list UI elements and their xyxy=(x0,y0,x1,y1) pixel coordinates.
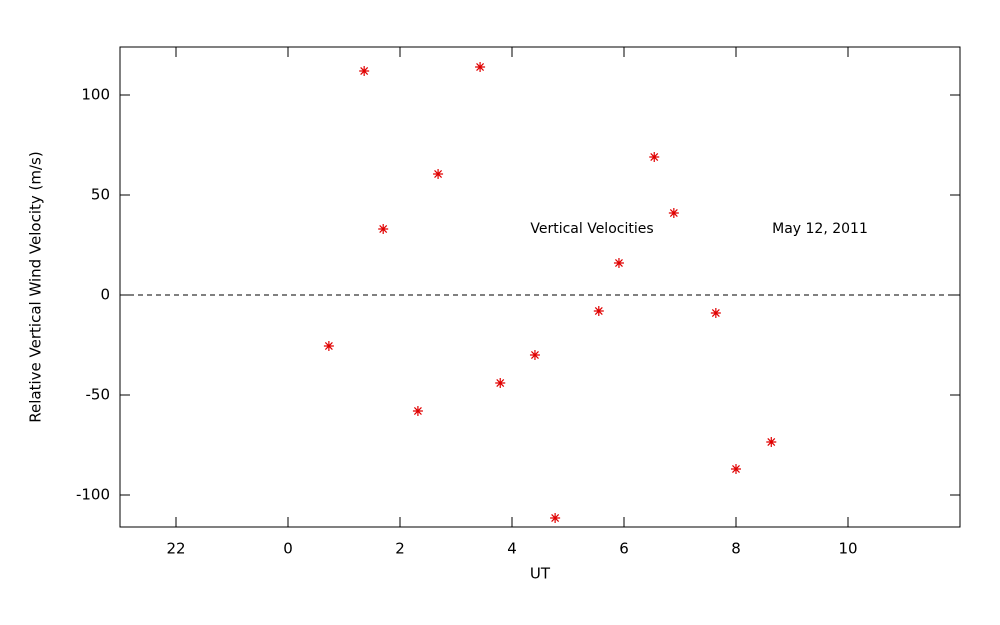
data-point xyxy=(412,406,423,416)
annotation: Vertical Velocities xyxy=(530,221,653,237)
y-tick-label: 50 xyxy=(91,186,110,204)
x-tick-label: 6 xyxy=(619,540,629,558)
y-tick-label: -50 xyxy=(86,386,111,404)
data-point xyxy=(433,169,444,179)
x-tick-label: 10 xyxy=(838,540,857,558)
x-tick-label: 8 xyxy=(731,540,741,558)
data-point xyxy=(378,224,389,234)
x-tick-label: 2 xyxy=(395,540,405,558)
data-point xyxy=(613,258,624,268)
y-tick-label: -100 xyxy=(76,486,110,504)
x-tick-label: 4 xyxy=(507,540,517,558)
y-tick-label: 100 xyxy=(81,86,110,104)
data-point xyxy=(475,62,486,72)
data-point xyxy=(710,308,721,318)
data-point xyxy=(731,464,741,474)
data-point xyxy=(550,513,561,523)
data-point xyxy=(649,152,660,162)
data-point xyxy=(668,208,679,218)
x-tick-label: 22 xyxy=(166,540,185,558)
plot-frame xyxy=(119,46,961,528)
annotation: May 12, 2011 xyxy=(772,221,868,237)
y-axis-label: Relative Vertical Wind Velocity (m/s) xyxy=(27,151,45,422)
y-tick-label: 0 xyxy=(100,286,110,304)
data-point xyxy=(593,306,604,316)
data-point xyxy=(359,66,370,76)
x-tick-label: 0 xyxy=(283,540,293,558)
data-point xyxy=(323,341,334,351)
data-point xyxy=(766,437,777,447)
data-point xyxy=(529,350,540,360)
x-axis-label: UT xyxy=(530,565,551,583)
data-point xyxy=(495,378,506,388)
